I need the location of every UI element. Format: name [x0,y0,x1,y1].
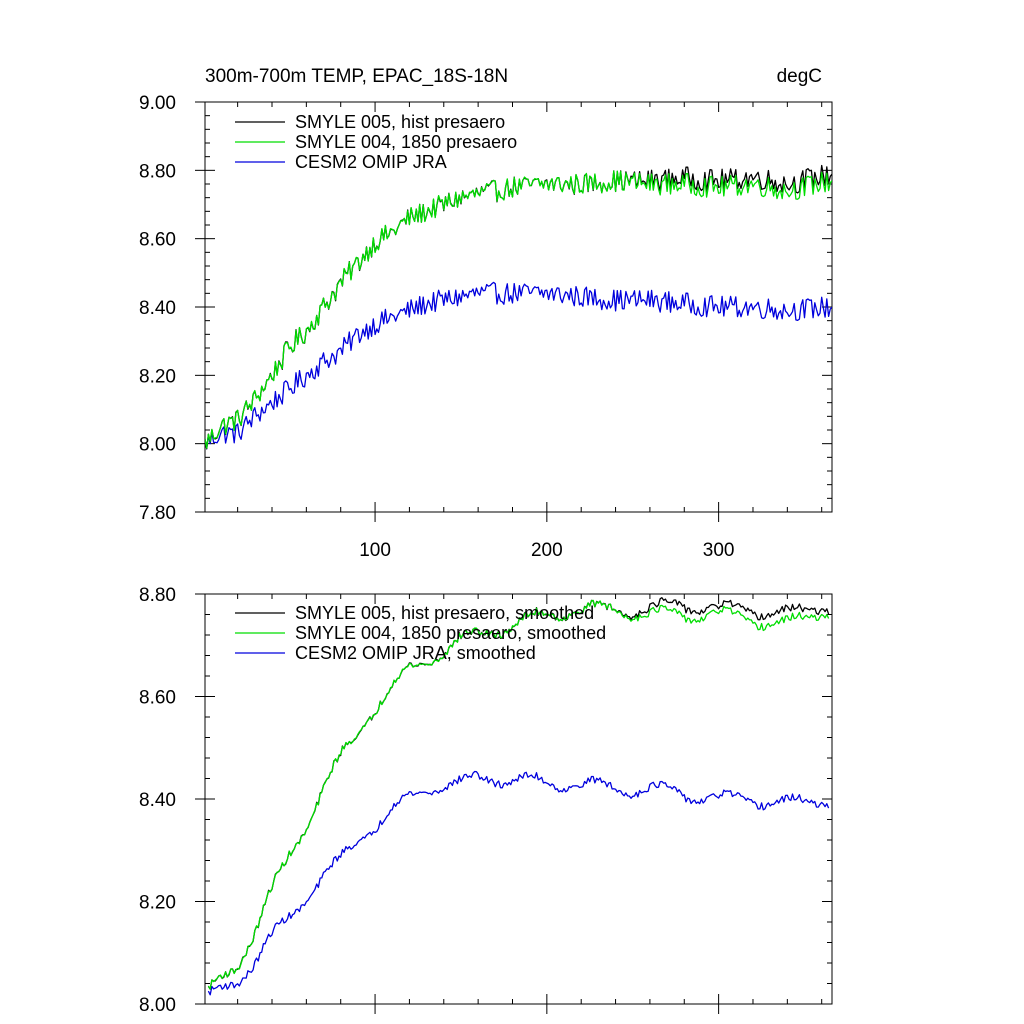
legend-label: SMYLE 004, 1850 presaero [295,132,517,152]
y-tick-label: 8.00 [139,995,176,1016]
y-tick-label: 8.20 [139,366,176,387]
series-line [205,170,832,449]
legend-label: CESM2 OMIP JRA [295,152,447,172]
top-panel: 100 200 300 7.80 8.00 8.20 8.40 8.60 8.80 9.00 300… [139,66,833,561]
chart-title: 300m-700m TEMP, EPAC_18S-18N [205,66,508,87]
y-tick-label: 8.40 [139,790,176,811]
series-line [207,770,830,996]
y-tick-label: 9.00 [139,93,176,114]
y-tick-label: 8.20 [139,893,176,914]
bottom-panel: 8.00 8.20 8.40 8.60 8.80 SMYLE 005, hist pres… [139,585,833,1016]
x-tick-label: 100 [359,540,391,561]
series-line [205,164,832,450]
y-tick-label: 8.80 [139,161,176,182]
y-tick-label: 8.60 [139,688,176,709]
y-tick-label: 8.80 [139,585,176,606]
legend-label: CESM2 OMIP JRA, smoothed [295,643,536,663]
units-label: degC [777,66,822,87]
series-line [207,599,830,990]
legend-label: SMYLE 005, hist presaero [295,112,505,132]
x-tick-label: 200 [531,540,563,561]
x-tick-label: 300 [703,540,735,561]
y-tick-label: 8.60 [139,230,176,251]
legend-label: SMYLE 004, 1850 presaero, smoothed [295,623,606,643]
y-tick-label: 7.80 [139,503,176,524]
legend-label: SMYLE 005, hist presaero, smoothed [295,603,594,623]
y-tick-label: 8.00 [139,435,176,456]
y-tick-label: 8.40 [139,298,176,319]
series-line [205,281,832,450]
